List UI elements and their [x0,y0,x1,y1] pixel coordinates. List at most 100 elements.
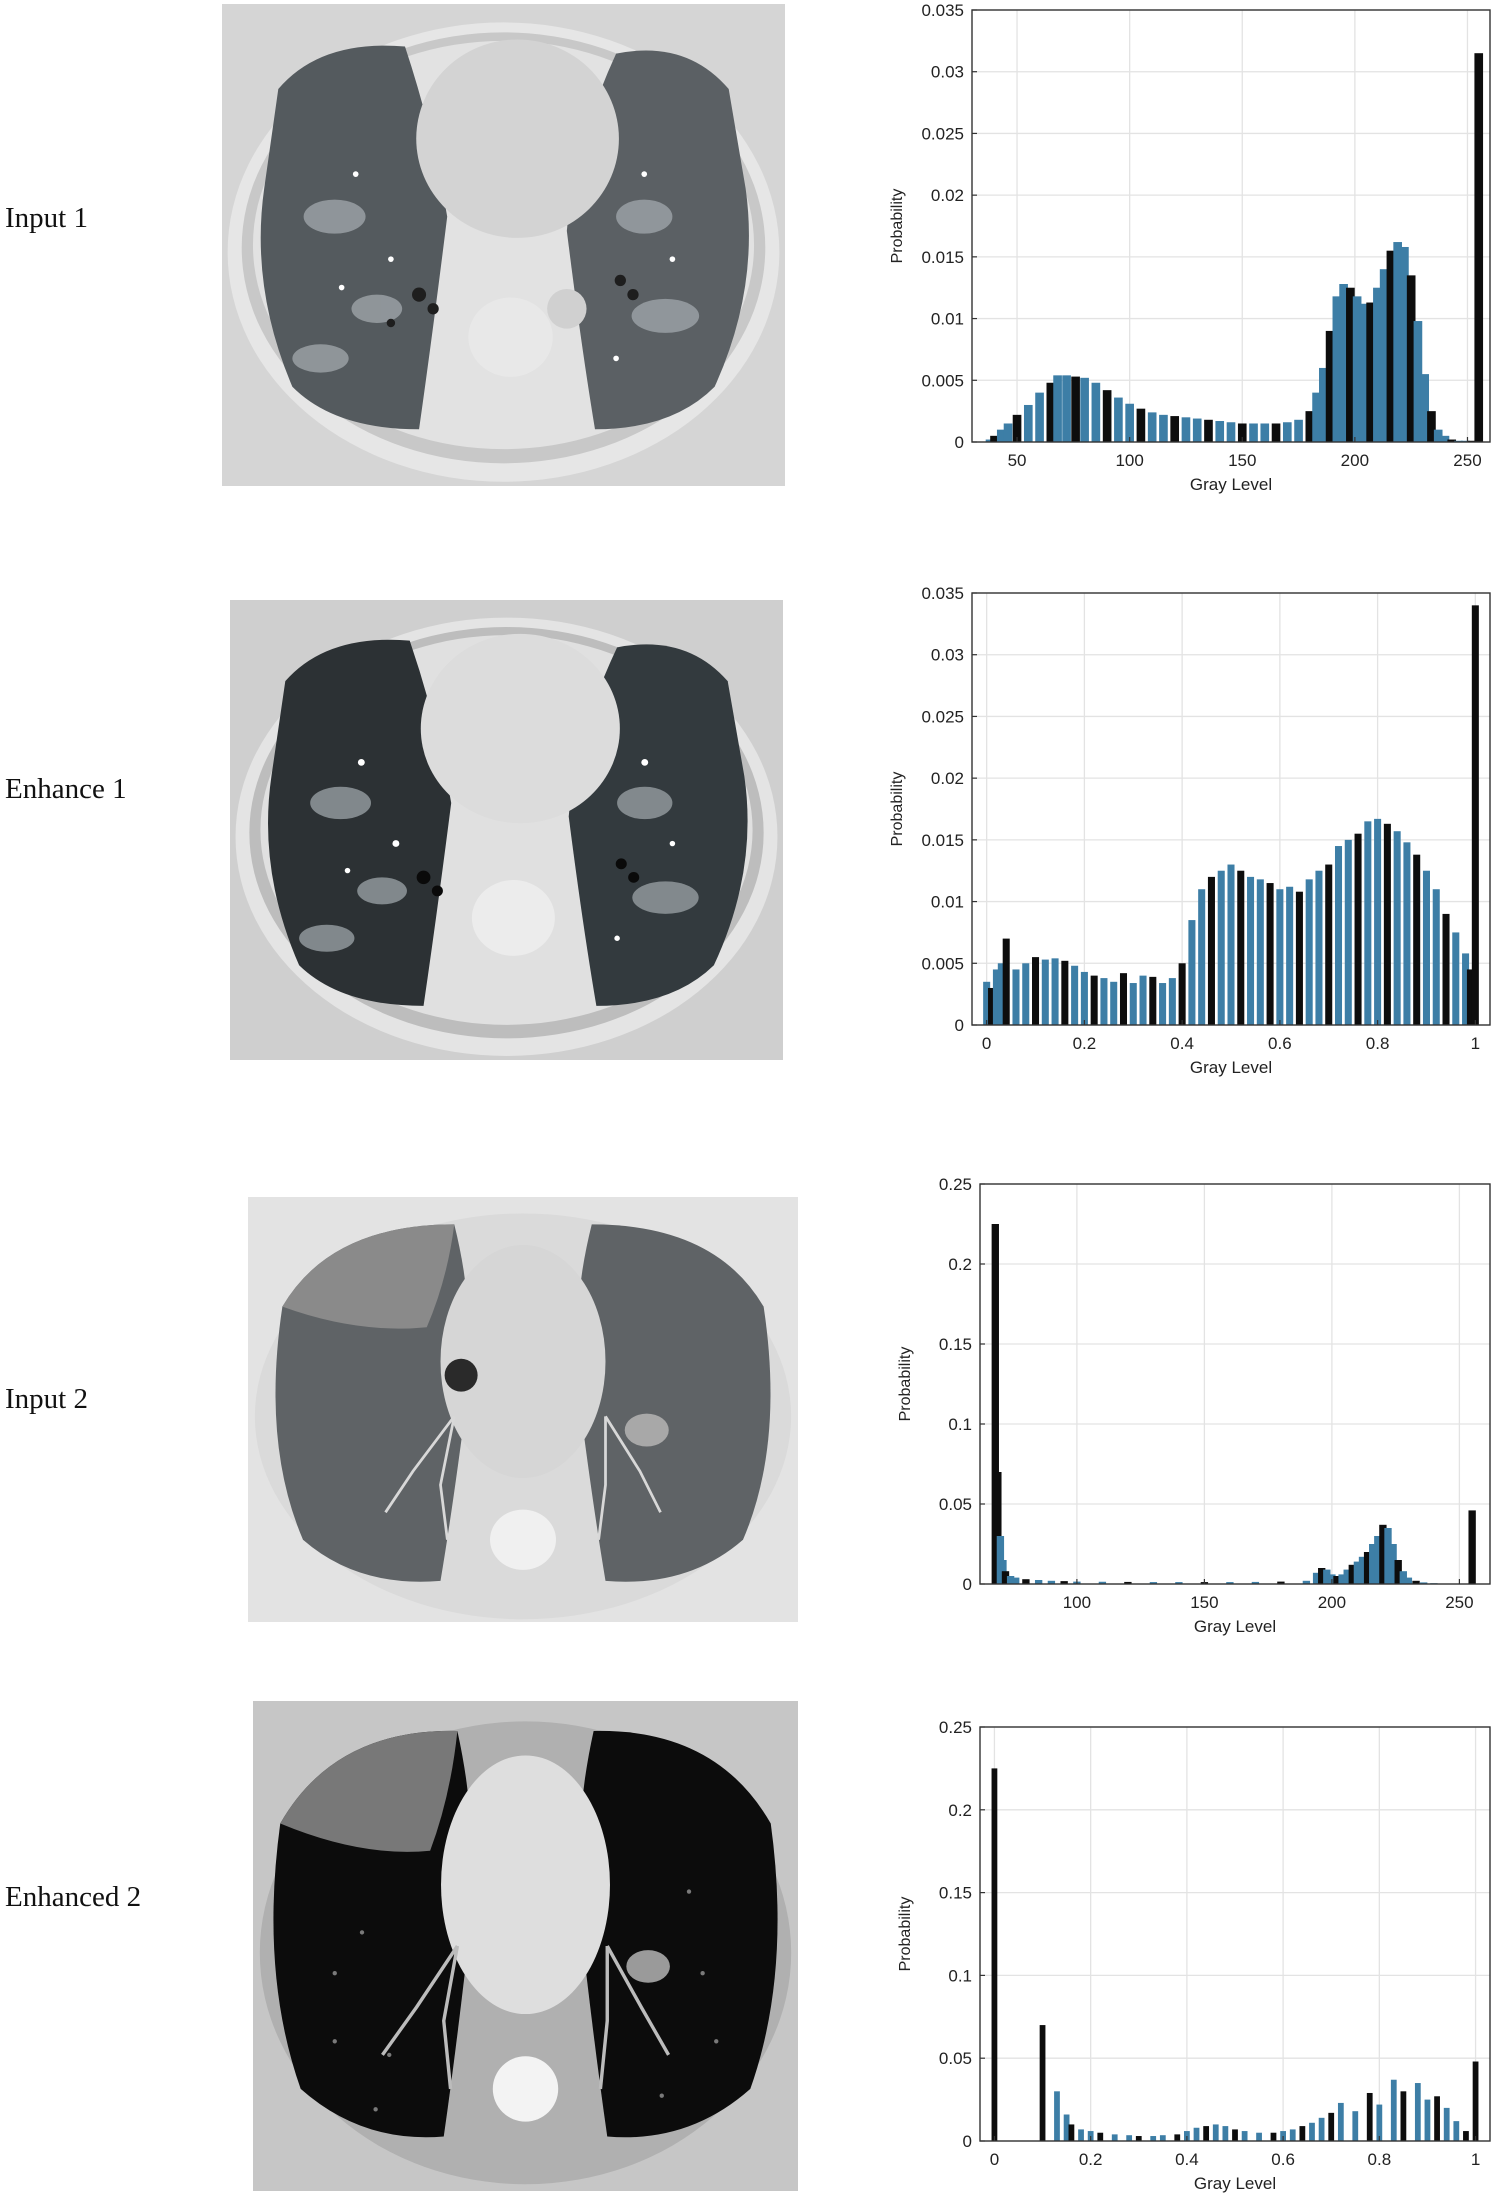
x-tick-label: 100 [1115,451,1143,470]
histogram-bar [1149,976,1157,1025]
histogram-bar [1150,2136,1157,2141]
y-tick-label: 0.1 [948,1966,972,1985]
histogram-bar [1247,876,1255,1025]
histogram-bar [1413,321,1423,442]
histogram-bar [1383,823,1391,1025]
histogram-bar [1466,969,1474,1025]
histogram-bar [1319,367,1328,442]
histogram-bar [1124,1581,1132,1584]
y-tick-label: 0.025 [921,707,964,726]
y-tick-label: 0 [963,1575,972,1594]
histogram-bar [1312,1572,1321,1584]
histogram-bar [1434,2096,1440,2141]
histogram-bar [1440,435,1450,442]
histogram-bar [1212,2124,1219,2141]
x-axis-label: Gray Level [1194,2174,1276,2193]
histogram-bar [1432,889,1440,1025]
plot-frame [979,1726,1491,2142]
histogram-bar [996,429,1006,442]
histogram-bar [1424,2099,1431,2141]
histogram-bar [1468,1510,1476,1584]
histogram-bar [994,1472,1002,1584]
histogram-chart-enhanced-2: 0 0.2 0.4 0.6 0.8 1 0 0.05 0.1 0.15 0.2 0.25 Gray Le… [860,1716,1500,2211]
histogram-bar [1071,376,1080,442]
histogram-bar [1270,2132,1277,2141]
histogram-bar [1276,889,1284,1025]
histogram-bar [1041,959,1049,1025]
histogram-bar [1358,1556,1367,1584]
histogram-bar [1400,2091,1407,2141]
histogram-bar [1241,2131,1248,2141]
x-tick-label: 0.6 [1271,2150,1295,2169]
histogram-bar [1023,404,1033,442]
histogram-bar [997,963,1005,1025]
y-tick-label: 0.05 [939,1495,972,1514]
histogram-bar [1054,2091,1060,2141]
enhanced-2-ct-scan [253,1701,798,2191]
histogram-bar [1443,2107,1450,2141]
input-1-ct-scan [222,4,785,486]
histogram-bar [1035,392,1044,442]
histogram-bar [1102,390,1112,442]
x-tick-label: 0 [982,1034,991,1053]
histogram-bar [1080,377,1089,442]
histogram-bar [1119,973,1128,1025]
x-tick-label: 0.8 [1366,1034,1390,1053]
histogram-bar [1237,870,1245,1025]
histogram-bar [1373,287,1382,442]
histogram-bar [1022,963,1030,1025]
histogram-bar [1111,2134,1118,2141]
histogram-bar [1295,891,1303,1025]
histogram-bar [1032,957,1040,1025]
histogram-bar [1097,2132,1104,2141]
y-tick-label: 0.02 [931,186,964,205]
histogram-bar [1129,983,1137,1025]
histogram-bar [1318,1568,1326,1584]
histogram-bar [1474,53,1484,442]
histogram-bar [1348,1564,1356,1584]
histogram-chart-input-1: 50 100 150 200 250 0 0.005 0.01 0.015 0.02 0.025 0.… [860,0,1500,500]
histogram-bar [1159,414,1168,442]
y-axis-label: Probability [889,772,906,847]
x-tick-label: 100 [1063,1593,1091,1612]
histogram-bar [1389,1544,1397,1584]
histogram-bar [1453,2121,1460,2141]
histogram-bar [1343,1569,1351,1584]
histogram-bar [1406,275,1416,442]
y-tick-label: 0.015 [921,831,964,850]
histogram-bar [1363,1552,1372,1584]
y-tick-label: 0 [955,1016,964,1035]
histogram-bar [1022,1579,1030,1584]
y-tick-label: 0 [963,2132,972,2151]
histogram-bar [1188,920,1196,1025]
histogram-bar [1100,978,1108,1025]
histogram-bar [1420,374,1430,442]
histogram-bar [1226,1582,1234,1584]
row-label-enhance-1: Enhance 1 [5,773,127,805]
y-tick-label: 0.2 [948,1255,972,1274]
x-tick-label: 200 [1318,1593,1346,1612]
histogram-bar [1400,246,1409,442]
histogram-bar [1237,423,1247,442]
histogram-bar [1139,975,1147,1025]
histogram-chart-input-2: 100 150 200 250 0 0.05 0.1 0.15 0.2 0.25 Gray Leve… [860,1172,1500,1648]
histogram-bar [1462,953,1470,1025]
histogram-bar [1369,1544,1377,1584]
histogram-bar [1334,846,1343,1025]
histogram-bar [1352,296,1362,442]
histogram-bar [1039,2025,1046,2141]
row-label-input-2: Input 2 [5,1383,88,1415]
x-tick-label: 200 [1341,451,1369,470]
histogram-bar [1318,2117,1325,2141]
histogram-bar [1333,1576,1341,1584]
histogram-bar [1178,963,1186,1025]
histogram-bar [1126,2135,1133,2141]
histogram-bar [1286,886,1294,1025]
histogram-bar [1339,284,1348,442]
histogram-bar [991,1768,998,2141]
histogram-bar [1198,889,1206,1025]
histogram-bar [1217,870,1225,1025]
histogram-bar [1282,422,1292,442]
histogram-bar [1047,1580,1056,1584]
histogram-bar [1427,411,1436,442]
